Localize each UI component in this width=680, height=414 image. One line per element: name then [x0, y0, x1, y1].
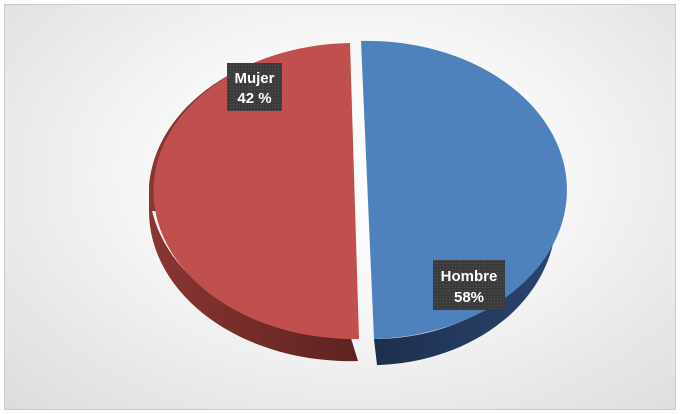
label-mujer-name: Mujer [234, 70, 274, 87]
slice-hombre-side [374, 191, 559, 365]
pie-chart: Mujer 42 % Hombre 58% [148, 40, 567, 365]
slice-mujer-bottom [148, 185, 358, 362]
slice-mujer [148, 43, 359, 362]
label-mujer: Mujer 42 % [227, 63, 282, 111]
chart-frame: Mujer 42 % Hombre 58% [4, 4, 676, 410]
slice-mujer-top [153, 43, 359, 340]
slice-hombre-top [361, 40, 567, 339]
label-mujer-value: 42 % [237, 90, 271, 107]
label-hombre: Hombre 58% [433, 260, 505, 310]
label-hombre-box [433, 260, 505, 310]
label-hombre-name: Hombre [441, 268, 498, 285]
slice-hombre [361, 40, 567, 365]
label-mujer-box [227, 63, 282, 111]
label-hombre-value: 58% [454, 289, 484, 306]
